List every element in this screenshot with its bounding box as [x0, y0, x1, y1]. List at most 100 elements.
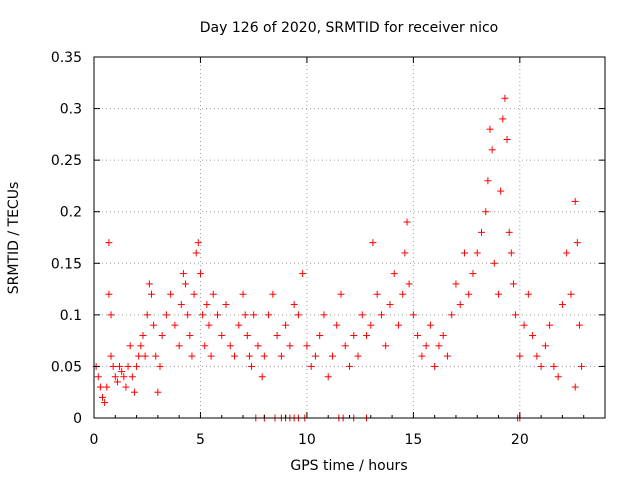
y-axis-ticks: 0 0.05 0.1 0.15 0.2 0.25 0.3 0.35 [51, 50, 605, 427]
data-point [105, 239, 113, 247]
data-point [226, 342, 234, 350]
data-point [460, 249, 468, 257]
data-point [418, 352, 426, 360]
data-point [354, 352, 362, 360]
data-point [399, 290, 407, 298]
data-point [482, 208, 490, 216]
data-point [484, 177, 492, 185]
data-point [401, 249, 409, 257]
data-point [546, 321, 554, 329]
y-tick-label: 0.35 [51, 50, 82, 66]
data-point [516, 352, 524, 360]
data-point [465, 290, 473, 298]
data-point [179, 270, 187, 278]
data-point [341, 342, 349, 350]
data-point [328, 352, 336, 360]
y-axis-label: SRMTID / TECUs [6, 182, 22, 295]
data-point [367, 321, 375, 329]
data-point [201, 342, 209, 350]
data-point [130, 388, 138, 396]
data-point [111, 373, 119, 381]
data-point [575, 321, 583, 329]
data-point [286, 342, 294, 350]
data-point [113, 378, 121, 386]
data-point [94, 373, 102, 381]
x-axis-label: GPS time / hours [290, 458, 407, 474]
data-point [316, 331, 324, 339]
data-point [473, 249, 481, 257]
data-point [567, 290, 575, 298]
x-tick-label: 5 [196, 432, 205, 448]
data-point [363, 331, 371, 339]
data-point [495, 290, 503, 298]
data-point [147, 290, 155, 298]
data-point [154, 388, 162, 396]
data-point [137, 342, 145, 350]
data-point [409, 311, 417, 319]
y-tick-label: 0.1 [60, 308, 82, 324]
data-point [239, 290, 247, 298]
data-point [369, 239, 377, 247]
data-point [382, 342, 390, 350]
data-point [512, 311, 520, 319]
data-point [116, 362, 124, 370]
data-point [139, 331, 147, 339]
data-point [120, 373, 128, 381]
data-point [118, 368, 126, 376]
data-point [122, 383, 130, 391]
data-point [177, 301, 185, 309]
x-tick-label: 10 [298, 432, 316, 448]
data-point [448, 311, 456, 319]
data-point [175, 342, 183, 350]
x-tick-label: 15 [404, 432, 422, 448]
y-tick-label: 0.3 [60, 102, 82, 118]
data-point [205, 321, 213, 329]
data-point [503, 136, 511, 144]
data-point [182, 280, 190, 288]
data-point [250, 311, 258, 319]
data-point [422, 342, 430, 350]
y-tick-label: 0.25 [51, 153, 82, 169]
data-point [194, 239, 202, 247]
data-point [333, 321, 341, 329]
data-point [254, 342, 262, 350]
data-point [218, 331, 226, 339]
x-tick-label: 0 [90, 432, 99, 448]
data-point [373, 290, 381, 298]
data-point [213, 311, 221, 319]
data-point [414, 331, 422, 339]
data-point [490, 259, 498, 267]
data-point [135, 352, 143, 360]
x-tick-label: 20 [511, 432, 529, 448]
data-point [152, 352, 160, 360]
data-point [578, 362, 586, 370]
data-point [192, 249, 200, 257]
data-point [507, 249, 515, 257]
data-point [386, 301, 394, 309]
data-point [171, 321, 179, 329]
data-point [337, 290, 345, 298]
data-point [469, 270, 477, 278]
data-point [520, 321, 528, 329]
chart-title: Day 126 of 2020, SRMTID for receiver nic… [200, 20, 498, 36]
data-point [186, 331, 194, 339]
data-point [324, 373, 332, 381]
data-point [277, 352, 285, 360]
data-point [235, 321, 243, 329]
data-point [537, 362, 545, 370]
data-point [509, 280, 517, 288]
data-point [554, 373, 562, 381]
data-point [394, 321, 402, 329]
data-point [248, 362, 256, 370]
y-tick-label: 0.2 [60, 205, 82, 221]
data-point [133, 362, 141, 370]
data-point [307, 362, 315, 370]
data-point [573, 239, 581, 247]
data-point [456, 301, 464, 309]
data-point [439, 331, 447, 339]
data-point [258, 373, 266, 381]
data-point [358, 311, 366, 319]
data-point [290, 301, 298, 309]
data-point [558, 301, 566, 309]
